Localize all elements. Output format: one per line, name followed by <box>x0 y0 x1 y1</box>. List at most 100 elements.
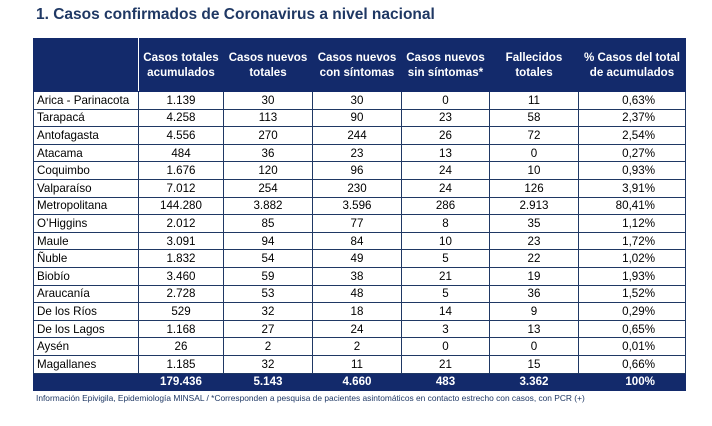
region-name: Arica - Parinacota <box>33 91 139 110</box>
table-cell: 3.091 <box>138 231 224 251</box>
table-cell: 18 <box>312 302 402 321</box>
table-cell: 24 <box>312 319 402 339</box>
table-cell: 26 <box>138 337 224 356</box>
region-name: De los Ríos <box>33 302 139 321</box>
table-cell: 26 <box>401 126 490 145</box>
table-cell: 230 <box>312 178 402 198</box>
table-cell: 0,66% <box>578 354 686 374</box>
table-cell: 0,65% <box>578 319 686 339</box>
table-row: De los Lagos 1.168 27 24 3 13 0,65% <box>33 319 686 339</box>
table-row: Valparaíso 7.012 254 230 24 126 3,91% <box>33 178 686 198</box>
totals-cell: 3.362 <box>489 372 579 391</box>
table-cell: 23 <box>312 143 402 163</box>
header-total-accumulated: Casos totales acumulados <box>138 38 224 92</box>
table-cell: 49 <box>312 249 402 268</box>
table-cell: 1.832 <box>138 249 224 268</box>
table-cell: 1.139 <box>138 91 224 110</box>
table-cell: 244 <box>312 126 402 145</box>
table-cell: 94 <box>223 231 313 251</box>
table-cell: 0 <box>401 337 490 356</box>
header-deaths-total: Fallecidos totales <box>489 38 579 92</box>
totals-cell: 100% <box>578 372 686 391</box>
table-cell: 1,02% <box>578 249 686 268</box>
region-name: Ñuble <box>33 249 139 268</box>
table-row: Aysén 26 2 2 0 0 0,01% <box>33 337 686 356</box>
table-cell: 10 <box>489 161 579 180</box>
totals-cell: 179.436 <box>138 372 224 391</box>
table-cell: 24 <box>401 178 490 198</box>
table-row: O’Higgins 2.012 85 77 8 35 1,12% <box>33 214 686 233</box>
table-cell: 120 <box>223 161 313 180</box>
table-cell: 19 <box>489 266 579 286</box>
table-cell: 0,93% <box>578 161 686 180</box>
table-cell: 14 <box>401 302 490 321</box>
totals-label <box>33 372 139 391</box>
table-cell: 5 <box>401 284 490 304</box>
table-cell: 2.913 <box>489 196 579 216</box>
table-cell: 2 <box>312 337 402 356</box>
table-cell: 58 <box>489 108 579 128</box>
table-cell: 48 <box>312 284 402 304</box>
totals-cell: 483 <box>401 372 490 391</box>
table-cell: 13 <box>489 319 579 339</box>
header-percent-of-total: % Casos del total de acumulados <box>578 38 686 92</box>
cases-table: Casos totales acumulados Casos nuevos to… <box>33 38 686 391</box>
region-name: Antofagasta <box>33 126 139 145</box>
header-new-symptomatic: Casos nuevos con síntomas <box>312 38 402 92</box>
table-cell: 84 <box>312 231 402 251</box>
table-cell: 3 <box>401 319 490 339</box>
table-cell: 8 <box>401 214 490 233</box>
table-cell: 2,54% <box>578 126 686 145</box>
table-cell: 96 <box>312 161 402 180</box>
header-new-total: Casos nuevos totales <box>223 38 313 92</box>
table-cell: 2.012 <box>138 214 224 233</box>
table-cell: 24 <box>401 161 490 180</box>
table-cell: 13 <box>401 143 490 163</box>
table-cell: 77 <box>312 214 402 233</box>
table-row: Antofagasta 4.556 270 244 26 72 2,54% <box>33 126 686 145</box>
table-cell: 27 <box>223 319 313 339</box>
header-row: Casos totales acumulados Casos nuevos to… <box>33 38 686 92</box>
region-name: De los Lagos <box>33 319 139 339</box>
table-row: De los Ríos 529 32 18 14 9 0,29% <box>33 302 686 321</box>
table-cell: 0 <box>489 337 579 356</box>
table-cell: 90 <box>312 108 402 128</box>
region-name: Biobío <box>33 266 139 286</box>
table-cell: 0 <box>489 143 579 163</box>
table-row: Tarapacá 4.258 113 90 23 58 2,37% <box>33 108 686 128</box>
table-cell: 23 <box>489 231 579 251</box>
table-cell: 59 <box>223 266 313 286</box>
totals-cell: 4.660 <box>312 372 402 391</box>
table-cell: 4.258 <box>138 108 224 128</box>
table-row: Araucanía 2.728 53 48 5 36 1,52% <box>33 284 686 304</box>
region-name: Coquimbo <box>33 161 139 180</box>
region-name: Magallanes <box>33 354 139 374</box>
table-header: Casos totales acumulados Casos nuevos to… <box>33 38 686 92</box>
table-cell: 22 <box>489 249 579 268</box>
region-name: Tarapacá <box>33 108 139 128</box>
table-cell: 36 <box>489 284 579 304</box>
table-row: Metropolitana 144.280 3.882 3.596 286 2.913 80… <box>33 196 686 216</box>
table-cell: 0,01% <box>578 337 686 356</box>
table-footer: 179.436 5.143 4.660 483 3.362 100% <box>33 372 686 391</box>
table-cell: 7.012 <box>138 178 224 198</box>
table-cell: 1.185 <box>138 354 224 374</box>
table-cell: 484 <box>138 143 224 163</box>
header-region <box>33 38 139 92</box>
table-cell: 38 <box>312 266 402 286</box>
table-cell: 36 <box>223 143 313 163</box>
region-name: Valparaíso <box>33 178 139 198</box>
table-cell: 126 <box>489 178 579 198</box>
table-cell: 15 <box>489 354 579 374</box>
region-name: Araucanía <box>33 284 139 304</box>
table-cell: 53 <box>223 284 313 304</box>
table-cell: 0,63% <box>578 91 686 110</box>
table-row: Magallanes 1.185 32 11 21 15 0,66% <box>33 354 686 374</box>
table-row: Ñuble 1.832 54 49 5 22 1,02% <box>33 249 686 268</box>
table-cell: 30 <box>312 91 402 110</box>
table-row: Biobío 3.460 59 38 21 19 1,93% <box>33 266 686 286</box>
table-cell: 3,91% <box>578 178 686 198</box>
table-cell: 11 <box>489 91 579 110</box>
table-cell: 1.676 <box>138 161 224 180</box>
